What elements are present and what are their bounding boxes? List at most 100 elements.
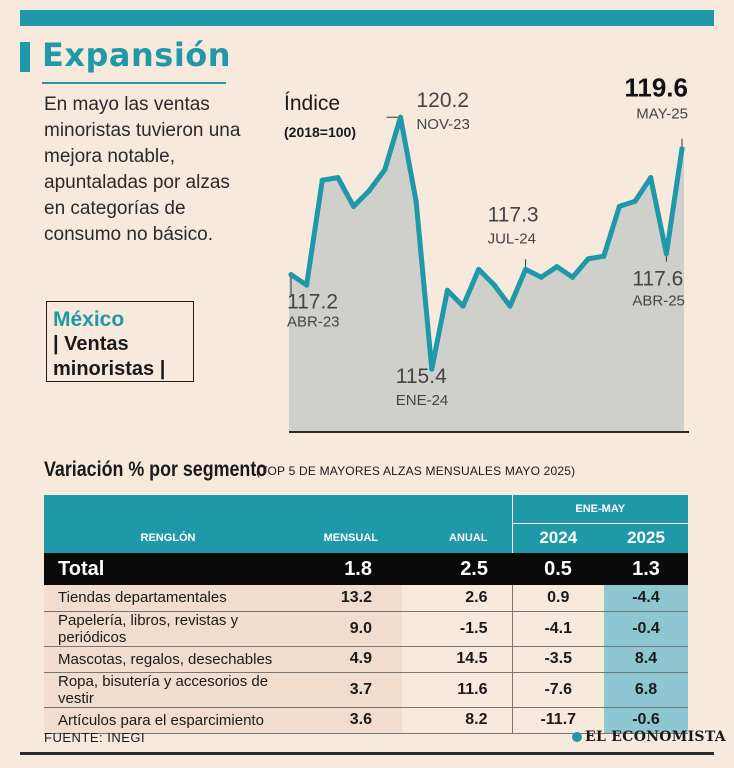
data-point-dic-24 bbox=[601, 253, 607, 259]
brand-name: EL ECONOMISTA bbox=[585, 729, 726, 745]
chart-title: Índice bbox=[284, 92, 340, 115]
row-label: Artículos para el esparcimiento bbox=[44, 707, 292, 734]
row-2025: 8.4 bbox=[604, 646, 688, 673]
title-rule bbox=[42, 82, 226, 84]
row-2024: -11.7 bbox=[511, 707, 604, 734]
table-row: Artículos para el esparcimiento 3.6 8.2 … bbox=[44, 707, 688, 734]
row-anual: 2.6 bbox=[402, 585, 512, 612]
data-point-nov-23 bbox=[397, 114, 404, 120]
col-mensual: MENSUAL bbox=[292, 523, 402, 553]
row-2025: -0.6 bbox=[604, 707, 688, 734]
data-point-oct-23 bbox=[382, 167, 388, 173]
data-point-feb-24 bbox=[444, 287, 450, 293]
title-mark bbox=[20, 42, 30, 72]
table-row: Mascotas, regalos, desechables 4.9 14.5 … bbox=[44, 646, 688, 673]
table-header: RENGLÓN MENSUAL ANUAL 2024 2025 bbox=[44, 523, 688, 553]
tag-country: México bbox=[53, 308, 125, 331]
col-renglon: RENGLÓN bbox=[44, 523, 292, 553]
table-row: Papelería, libros, revistas y periódicos… bbox=[44, 611, 688, 647]
table-title: Variación % por segmento (TOP 5 DE MAYOR… bbox=[44, 458, 575, 482]
data-point-may-23 bbox=[304, 282, 310, 288]
row-2025: -0.4 bbox=[604, 611, 688, 647]
annotation-date: JUL-24 bbox=[488, 230, 536, 247]
col-2024: 2024 bbox=[511, 523, 604, 553]
row-anual: 11.6 bbox=[402, 672, 512, 708]
table-row: Tiendas departamentales 13.2 2.6 0.9 -4.… bbox=[44, 585, 688, 612]
area-fill bbox=[289, 117, 684, 432]
topic-tag: México | Ventas minoristas | bbox=[46, 301, 194, 382]
annotation-value: 120.2 bbox=[416, 89, 469, 112]
series-line bbox=[289, 114, 685, 372]
row-mensual: 3.6 bbox=[292, 707, 402, 734]
group-header-enemay: ENE-MAY bbox=[511, 495, 688, 524]
row-2024: -3.5 bbox=[511, 646, 604, 673]
table-row: Ropa, bisutería y accesorios de vestir 3… bbox=[44, 672, 688, 708]
annotation-date: ABR-25 bbox=[632, 293, 685, 310]
data-point-ene-24 bbox=[429, 366, 435, 372]
table-title-main: Variación % por segmento bbox=[44, 458, 268, 481]
total-anual: 2.5 bbox=[402, 553, 512, 585]
total-mensual: 1.8 bbox=[292, 553, 402, 585]
annotation-value: 117.2 bbox=[287, 291, 338, 314]
row-mensual: 9.0 bbox=[292, 611, 402, 647]
data-point-ago-24 bbox=[538, 274, 544, 280]
data-point-abr-25 bbox=[663, 251, 669, 257]
annotation-value: 115.4 bbox=[396, 365, 447, 388]
annotation-date: NOV-23 bbox=[416, 116, 469, 133]
annotation-date: ENE-24 bbox=[396, 392, 449, 409]
row-2025: 6.8 bbox=[604, 672, 688, 708]
segment-table: ENE-MAY RENGLÓN MENSUAL ANUAL 2024 2025 … bbox=[44, 495, 688, 734]
row-mensual: 4.9 bbox=[292, 646, 402, 673]
row-anual: 8.2 bbox=[402, 707, 512, 734]
brand-dot-icon bbox=[572, 732, 582, 742]
brand-logo: EL ECONOMISTA bbox=[572, 729, 726, 745]
data-point-abr-24 bbox=[476, 266, 482, 272]
data-point-dic-23 bbox=[413, 198, 419, 204]
top-bar bbox=[20, 10, 714, 26]
annotation-date: MAY-25 bbox=[636, 106, 688, 123]
intro-text: En mayo las ventas minoristas tuvieron u… bbox=[44, 94, 241, 245]
source-note: FUENTE: INEGI bbox=[44, 730, 146, 745]
row-2025: -4.4 bbox=[604, 585, 688, 612]
data-point-jul-24 bbox=[523, 266, 529, 272]
data-point-nov-24 bbox=[585, 256, 591, 262]
tag-subject: | Ventas minoristas | bbox=[53, 333, 166, 380]
table-subtitle: (TOP 5 DE MAYORES ALZAS MENSUALES MAYO 2… bbox=[256, 464, 576, 478]
row-anual: -1.5 bbox=[402, 611, 512, 647]
row-label: Mascotas, regalos, desechables bbox=[44, 646, 292, 673]
data-point-mar-24 bbox=[460, 303, 466, 309]
total-2025: 1.3 bbox=[604, 553, 688, 585]
row-label: Papelería, libros, revistas y periódicos bbox=[44, 611, 292, 647]
row-2024: -7.6 bbox=[511, 672, 604, 708]
data-point-may-24 bbox=[491, 282, 497, 288]
annotation-date: ABR-23 bbox=[287, 314, 340, 331]
row-label: Tiendas departamentales bbox=[44, 585, 292, 612]
row-mensual: 13.2 bbox=[292, 585, 402, 612]
data-point-jun-24 bbox=[507, 303, 513, 309]
col-anual: ANUAL bbox=[402, 523, 512, 553]
data-point-jul-23 bbox=[335, 174, 341, 181]
data-point-sep-23 bbox=[366, 188, 372, 194]
total-2024: 0.5 bbox=[512, 553, 604, 585]
data-point-jun-23 bbox=[319, 177, 325, 183]
table-group-header: ENE-MAY bbox=[44, 495, 688, 524]
row-mensual: 3.7 bbox=[292, 672, 402, 708]
data-point-sep-24 bbox=[554, 264, 560, 270]
annotation-value: 117.6 bbox=[632, 268, 683, 291]
total-label: Total bbox=[44, 553, 292, 585]
bottom-rule bbox=[20, 752, 714, 755]
data-point-abr-23 bbox=[288, 272, 294, 278]
row-label: Ropa, bisutería y accesorios de vestir bbox=[44, 672, 292, 708]
row-anual: 14.5 bbox=[402, 646, 512, 673]
data-point-oct-24 bbox=[569, 274, 576, 280]
data-point-ago-23 bbox=[350, 203, 357, 210]
table-row-total: Total 1.8 2.5 0.5 1.3 bbox=[44, 553, 688, 585]
data-point-ene-25 bbox=[616, 203, 623, 210]
annotation-value: 119.6 bbox=[624, 73, 688, 103]
row-2024: -4.1 bbox=[511, 611, 604, 647]
row-2024: 0.9 bbox=[511, 585, 604, 612]
page-title: Expansión bbox=[42, 36, 232, 74]
data-point-may-25 bbox=[679, 146, 685, 152]
chart-base-label: (2018=100) bbox=[284, 124, 356, 140]
